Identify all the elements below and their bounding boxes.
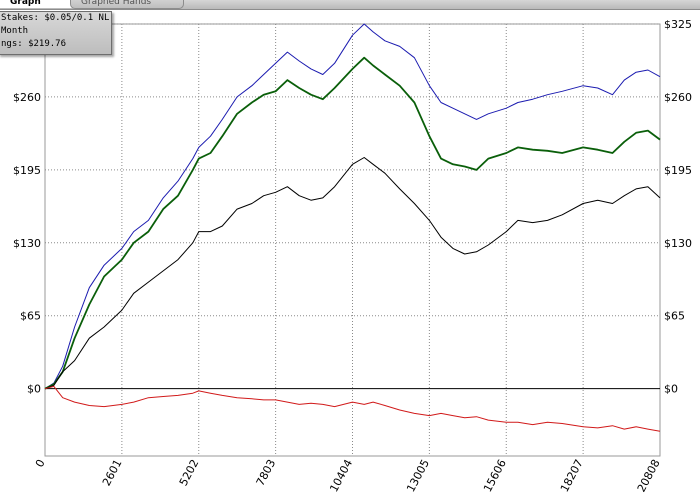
tab-bar: Graph Graphed Hands	[0, 0, 700, 10]
x-tick-label: 18207	[558, 457, 586, 494]
x-tick-label: 20808	[635, 457, 663, 494]
y-tick-label-right: $65	[664, 310, 685, 323]
y-tick-label-right: $325	[664, 18, 692, 31]
y-tick-label-right: $195	[664, 164, 692, 177]
x-tick-label: 10404	[327, 457, 355, 494]
x-tick-label: 15606	[481, 457, 509, 494]
y-tick-label: $195	[13, 164, 41, 177]
x-tick-label: 2601	[100, 457, 125, 488]
series-line	[44, 157, 661, 390]
x-tick-label: 13005	[404, 457, 432, 494]
tab-graph[interactable]: Graph	[0, 0, 77, 8]
series-line	[44, 56, 661, 390]
y-tick-label-right: $0	[664, 383, 678, 396]
x-tick-label: 7803	[254, 457, 279, 488]
period-text: Month	[1, 26, 29, 36]
x-tick-label: 5202	[177, 457, 202, 488]
tab-graphed-hands[interactable]: Graphed Hands	[70, 0, 184, 9]
x-tick-label: 0	[33, 457, 48, 469]
winnings-text: ngs: $219.76	[1, 39, 67, 49]
y-tick-label-right: $130	[664, 237, 692, 250]
series-line	[44, 23, 661, 390]
stats-info-box: Stakes: $0.05/0.1 NL Month ngs: $219.76	[0, 11, 112, 55]
y-tick-label: $130	[13, 237, 41, 250]
y-tick-label-right: $260	[664, 91, 692, 104]
y-tick-label: $65	[20, 310, 41, 323]
y-tick-label: $260	[13, 91, 41, 104]
series-line	[44, 385, 661, 432]
stakes-text: Stakes: $0.05/0.1 NL	[1, 13, 110, 23]
y-tick-label: $0	[27, 383, 41, 396]
